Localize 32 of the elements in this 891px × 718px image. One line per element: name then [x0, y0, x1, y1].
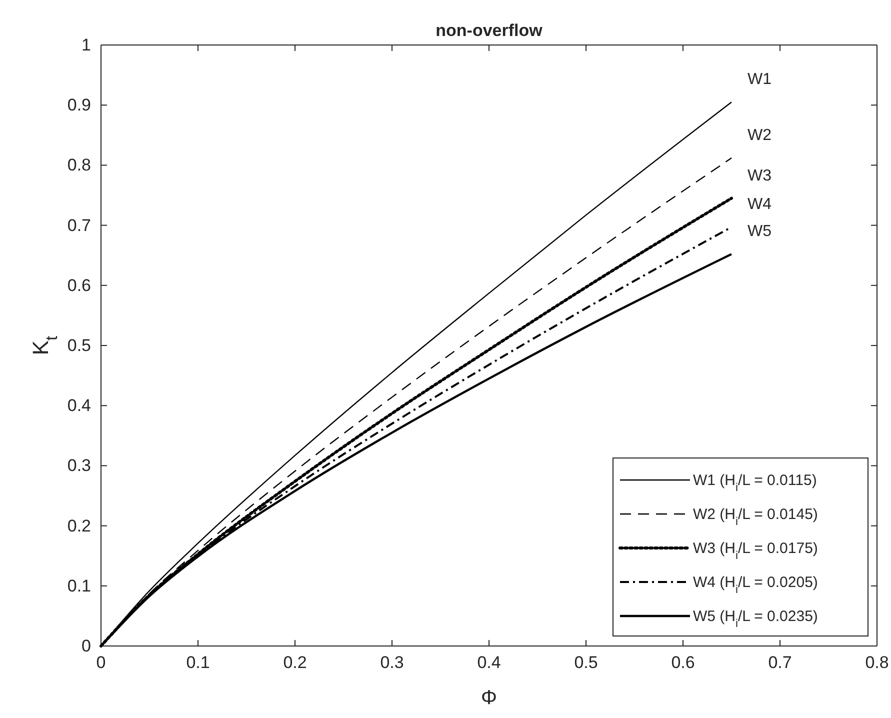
x-tick-label: 0.7	[768, 653, 792, 672]
y-tick-label: 0.5	[67, 336, 91, 355]
y-tick-label: 0.3	[67, 456, 91, 476]
x-tick-label: 0.4	[477, 653, 501, 672]
x-tick-label: 0	[96, 653, 106, 672]
annotation: W5	[748, 223, 772, 240]
y-tick-label: 0.2	[67, 516, 91, 536]
x-axis-title: Φ	[481, 687, 497, 709]
x-tick-label: 0.1	[186, 653, 210, 672]
x-tick-label: 0.8	[865, 653, 889, 672]
x-tick-label: 0.2	[283, 653, 307, 672]
x-tick-label: 0.3	[380, 653, 404, 672]
legend-label: W3 (H$_{i}$/L = 0.0175)	[693, 540, 818, 562]
y-tick-label: 0	[82, 636, 91, 656]
legend-label: W1 (H$_{i}$/L = 0.0115)	[693, 472, 817, 494]
y-tick-label: 0.7	[67, 216, 91, 235]
y-tick-label: 0.8	[67, 156, 91, 175]
annotation: W4	[748, 196, 772, 214]
legend-label: W2 (H$_{i}$/L = 0.0145)	[693, 506, 818, 528]
y-tick-label: 0.4	[67, 396, 91, 416]
annotation: W3	[748, 167, 772, 184]
y-tick-label: 0.6	[67, 276, 91, 295]
chart-title: non-overflow	[436, 21, 544, 40]
annotation: W1	[748, 71, 772, 88]
y-tick-label: 0.1	[67, 576, 91, 596]
x-tick-label: 0.6	[671, 653, 695, 672]
y-tick-label: 1	[82, 35, 91, 54]
legend-label: W4 (H$_{i}$/L = 0.0205)	[693, 574, 818, 596]
x-tick-label: 0.5	[574, 653, 598, 672]
y-tick-label: 0.9	[67, 96, 91, 115]
annotation: W2	[748, 126, 772, 144]
legend-label: W5 (H$_{i}$/L = 0.0235)	[693, 608, 818, 630]
